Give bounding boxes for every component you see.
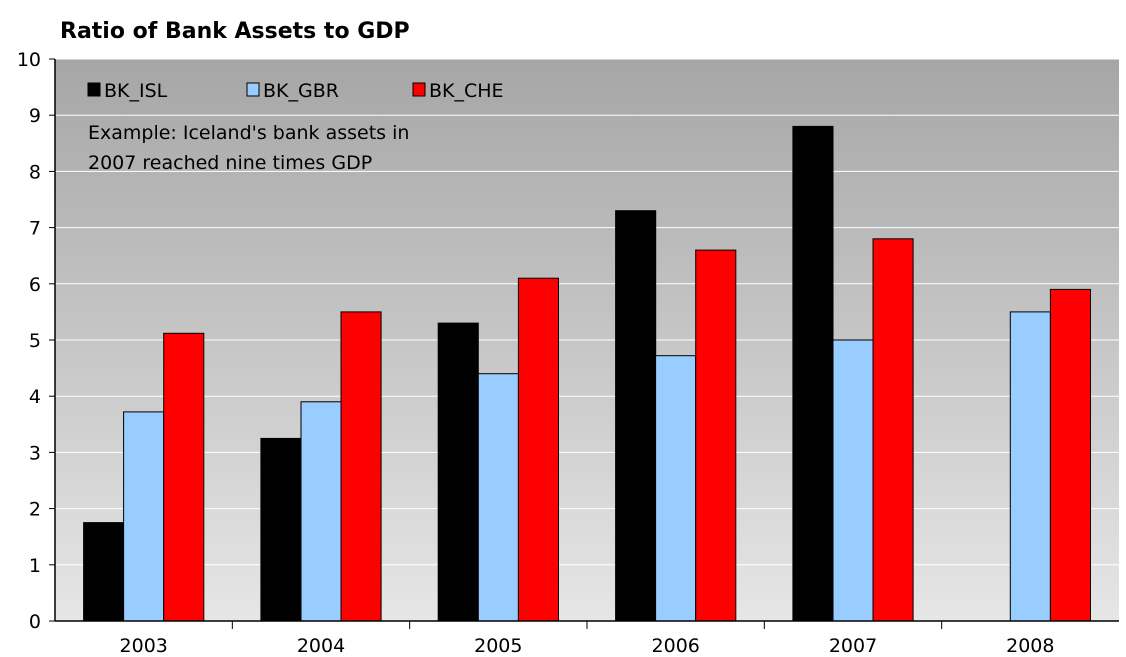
y-tick-label: 4 [29, 386, 41, 408]
legend-label-isl: BK_ISL [104, 80, 168, 102]
annotation-line-1: Example: Iceland's bank assets in [88, 122, 409, 144]
bar-bk-che-2003 [163, 332, 205, 622]
bar-bk-gbr-2007 [832, 339, 874, 622]
bar-bk-che-2006 [695, 249, 737, 622]
bar-bk-che-2007 [872, 238, 914, 622]
y-tick-label: 2 [29, 499, 41, 521]
x-tick-label: 2006 [652, 635, 700, 657]
y-tick-label: 7 [29, 218, 41, 240]
bar-bk-isl-2007 [792, 125, 834, 622]
x-tick-label: 2003 [120, 635, 168, 657]
bar-bk-isl-2006 [615, 210, 657, 622]
y-tick-label: 10 [17, 49, 41, 71]
x-tick-labels: 2003 2004 2005 2006 2007 2008 [120, 635, 1055, 657]
bars [83, 125, 1092, 622]
axes [49, 58, 1119, 629]
chart-title: Ratio of Bank Assets to GDP [60, 19, 410, 44]
y-tick-label: 9 [29, 105, 41, 127]
bar-bk-isl-2004 [260, 437, 302, 622]
y-tick-label: 8 [29, 161, 41, 183]
x-tick-label: 2004 [297, 635, 345, 657]
legend-label-che: BK_CHE [429, 80, 504, 102]
bar-bk-che-2005 [517, 277, 560, 622]
y-tick-label: 0 [29, 611, 41, 633]
legend-swatch-isl [87, 82, 101, 97]
annotation-line-2: 2007 reached nine times GDP [88, 152, 372, 174]
x-tick-label: 2008 [1006, 635, 1054, 657]
bar-bk-isl-2005 [437, 322, 479, 622]
bar-bk-gbr-2006 [655, 355, 697, 622]
legend-swatch-gbr [246, 82, 260, 97]
bar-bk-che-2004 [340, 311, 382, 622]
y-tick-labels: 0 1 2 3 4 5 6 7 8 9 10 [17, 49, 41, 633]
bar-bk-gbr-2004 [300, 401, 342, 622]
annotation: Example: Iceland's bank assets in 2007 r… [88, 122, 409, 174]
bar-bk-gbr-2003 [123, 411, 165, 622]
legend-label-gbr: BK_GBR [263, 80, 339, 102]
bar-bk-gbr-2005 [477, 373, 519, 622]
y-tick-label: 1 [29, 555, 41, 577]
y-tick-label: 3 [29, 442, 41, 464]
legend-swatch-che [412, 82, 426, 97]
x-tick-label: 2005 [474, 635, 522, 657]
legend: BK_ISL BK_GBR BK_CHE [87, 80, 504, 102]
y-tick-label: 5 [29, 330, 41, 352]
bar-bk-gbr-2008 [1009, 311, 1051, 622]
bar-bk-isl-2003 [83, 522, 125, 622]
gridlines [55, 58, 1119, 566]
bar-bk-che-2008 [1049, 288, 1092, 622]
y-tick-label: 6 [29, 274, 41, 296]
x-tick-label: 2007 [829, 635, 877, 657]
